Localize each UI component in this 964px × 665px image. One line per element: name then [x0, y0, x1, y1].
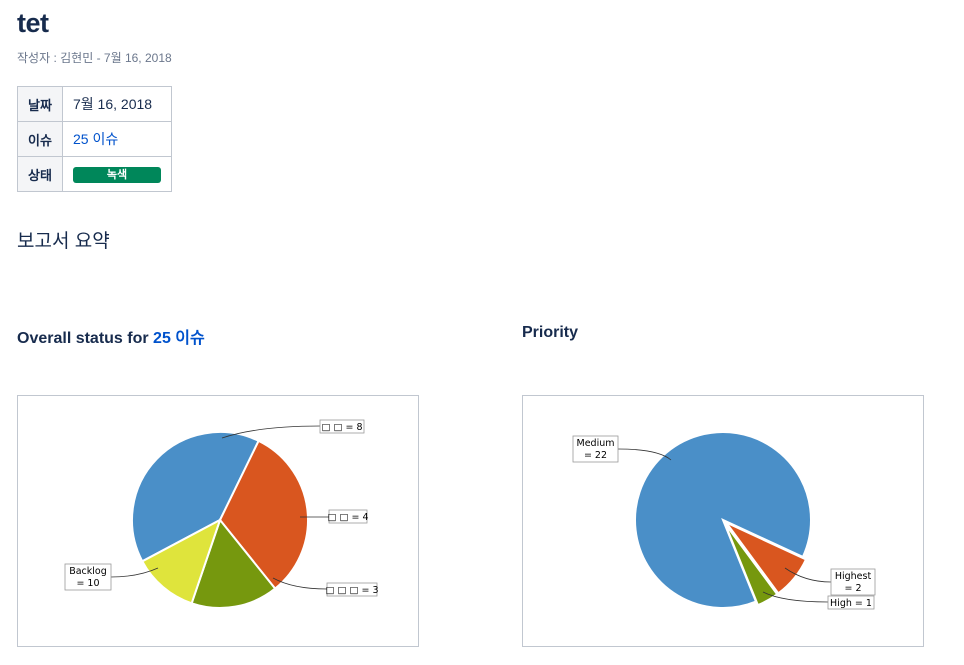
overall-status-title-prefix: Overall status for [17, 330, 154, 347]
pie-slice [218, 439, 309, 590]
label-leader-line [784, 567, 832, 583]
status-badge: 녹색 [73, 167, 161, 183]
slice-label: Highest [835, 571, 872, 582]
slice-label: □ □ = 4 [327, 512, 368, 523]
label-leader-line [762, 591, 829, 603]
slice-label: = 2 [844, 583, 861, 594]
pie-slice [724, 522, 779, 607]
status-label: 상태 [17, 156, 63, 192]
overall-status-pie-svg: Backlog= 10 □ □ = 8 □ □ = 4 □ □ □ = 3 [64, 419, 379, 609]
table-row: 이슈 25 이슈 [17, 121, 172, 157]
slice-label: High = 1 [830, 598, 872, 609]
date-value: 7월 16, 2018 [62, 86, 172, 122]
status-value-cell: 녹색 [62, 156, 172, 192]
overall-status-chart: Backlog = 10 □ □ = 8 □ □ = 4 □ □ □ = 3 [17, 395, 419, 647]
slice-label-box [326, 582, 378, 597]
slice-label: = 10 [76, 578, 99, 589]
slice-label-box [328, 509, 368, 524]
page-properties-table: 날짜 7월 16, 2018 이슈 25 이슈 상태 녹색 [17, 86, 172, 192]
slice-label: Medium [577, 438, 615, 449]
slice-label: Backlog [69, 566, 107, 577]
label-leader-line [221, 425, 321, 439]
table-row: 날짜 7월 16, 2018 [17, 86, 172, 122]
priority-pie-svg: Medium= 22 Highest= 2 High = 1 [572, 431, 876, 610]
label-leader-line [617, 448, 672, 461]
priority-title: Priority [522, 324, 579, 341]
slice-label-box [64, 563, 112, 591]
slice-label-box [572, 435, 619, 463]
pie-slice [634, 431, 812, 609]
slice-label: □ □ = 8 [321, 422, 362, 433]
pie-slice [131, 431, 260, 563]
slice-label-box [319, 419, 365, 434]
label-leader-line [272, 577, 328, 590]
slice-label: □ □ □ = 3 [325, 585, 378, 596]
date-label: 날짜 [17, 86, 63, 122]
slice-label: = 22 [584, 450, 607, 461]
slice-label-box [830, 568, 876, 596]
issues-link[interactable]: 25 이슈 [73, 131, 119, 147]
table-row: 상태 녹색 [17, 156, 172, 192]
overall-status-issues-link[interactable]: 25 이슈 [153, 330, 205, 347]
issues-label: 이슈 [17, 121, 63, 157]
overall-status-title: Overall status for 25 이슈 [17, 324, 205, 348]
summary-heading: 보고서 요약 [17, 231, 110, 252]
pie-slice [725, 521, 808, 595]
slice-label-box [827, 595, 875, 610]
label-leader-line [110, 567, 159, 578]
pie-slice [140, 517, 222, 605]
page-byline: 작성자 : 김현민 - 7월 16, 2018 [17, 51, 172, 65]
issues-value-cell: 25 이슈 [62, 121, 172, 157]
priority-chart: Medium = 22 Highest = 2 High = 1 [522, 395, 924, 647]
page-title: tet [17, 8, 49, 38]
